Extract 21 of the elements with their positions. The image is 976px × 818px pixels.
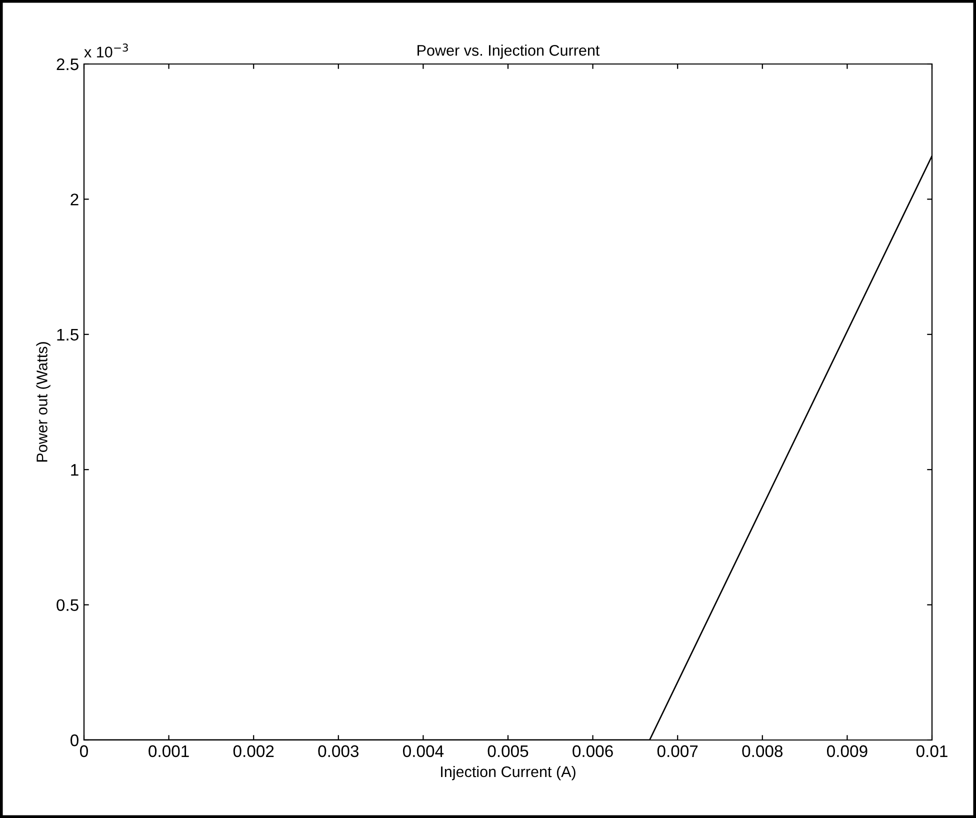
x-tick-label: 0.007	[657, 745, 698, 758]
x-tick-label: 0.004	[403, 745, 444, 758]
x-tick-label: 0	[80, 745, 88, 758]
x-tick-label: 0.002	[233, 745, 274, 758]
y-tick-label: 1	[71, 464, 78, 476]
x-axis-title: Injection Current (A)	[441, 766, 576, 780]
x-tick-label: 0.003	[318, 745, 359, 758]
x-tick-label: 0.006	[572, 745, 613, 758]
y-tick-label: 1.5	[57, 328, 78, 341]
chart-title: Power vs. Injection Current	[418, 44, 600, 59]
y-axis-title: Power out (Watts)	[36, 342, 50, 462]
y-tick-label: 2	[70, 194, 78, 206]
y-tick-label: 0.5	[56, 599, 78, 612]
text: x 10$^{−3}$	[84, 44, 128, 58]
y-tick-label: 2.5	[56, 58, 78, 70]
x-tick-label: 0.01	[916, 745, 948, 758]
x-tick-label: 0.009	[827, 745, 868, 758]
y-tick-label: 0	[70, 734, 78, 746]
x-tick-label: 0.001	[148, 745, 189, 758]
x-tick-label: 0.008	[742, 745, 783, 758]
x-tick-label: 0.005	[488, 745, 528, 758]
